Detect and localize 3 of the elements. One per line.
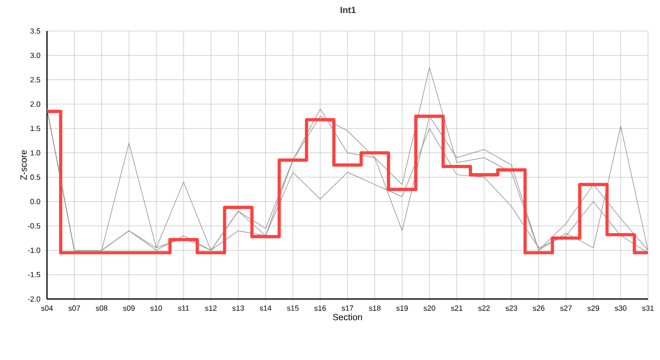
x-axis-title: Section [332,314,362,320]
y-axis-title: Z-score [20,150,27,180]
chart-title: Int1 [340,6,356,14]
